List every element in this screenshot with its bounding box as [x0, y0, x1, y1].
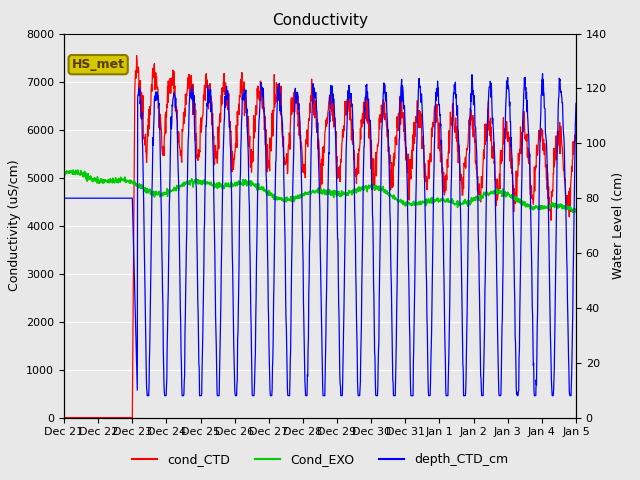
depth_CTD_cm [162, 393, 170, 398]
cond_CTD [572, 129, 580, 135]
Cond_EXO [162, 190, 170, 195]
depth_CTD_cm [174, 167, 182, 172]
Y-axis label: Conductivity (uS/cm): Conductivity (uS/cm) [8, 160, 20, 291]
Line: cond_CTD: cond_CTD [64, 56, 576, 418]
Cond_EXO [467, 200, 474, 206]
Cond_EXO [399, 198, 407, 204]
Cond_EXO [232, 183, 239, 189]
Legend: cond_CTD, Cond_EXO, depth_CTD_cm: cond_CTD, Cond_EXO, depth_CTD_cm [127, 448, 513, 471]
Cond_EXO [174, 183, 182, 189]
cond_CTD [162, 130, 170, 136]
Cond_EXO [60, 172, 68, 178]
cond_CTD [232, 141, 239, 146]
Cond_EXO [570, 209, 577, 215]
cond_CTD [511, 201, 519, 206]
depth_CTD_cm [467, 106, 474, 111]
cond_CTD [132, 53, 140, 59]
cond_CTD [60, 415, 68, 420]
Y-axis label: Water Level (cm): Water Level (cm) [612, 172, 625, 279]
depth_CTD_cm [60, 195, 68, 201]
depth_CTD_cm [143, 393, 151, 398]
depth_CTD_cm [539, 71, 547, 77]
Line: depth_CTD_cm: depth_CTD_cm [64, 74, 576, 396]
Cond_EXO [511, 193, 519, 199]
Text: HS_met: HS_met [72, 58, 125, 71]
cond_CTD [174, 136, 182, 142]
depth_CTD_cm [511, 340, 519, 346]
cond_CTD [399, 115, 407, 120]
Title: Conductivity: Conductivity [272, 13, 368, 28]
Cond_EXO [69, 167, 77, 173]
Line: Cond_EXO: Cond_EXO [64, 170, 576, 212]
Cond_EXO [572, 208, 580, 214]
depth_CTD_cm [399, 98, 407, 104]
depth_CTD_cm [572, 100, 580, 106]
depth_CTD_cm [232, 393, 239, 398]
cond_CTD [467, 120, 474, 125]
